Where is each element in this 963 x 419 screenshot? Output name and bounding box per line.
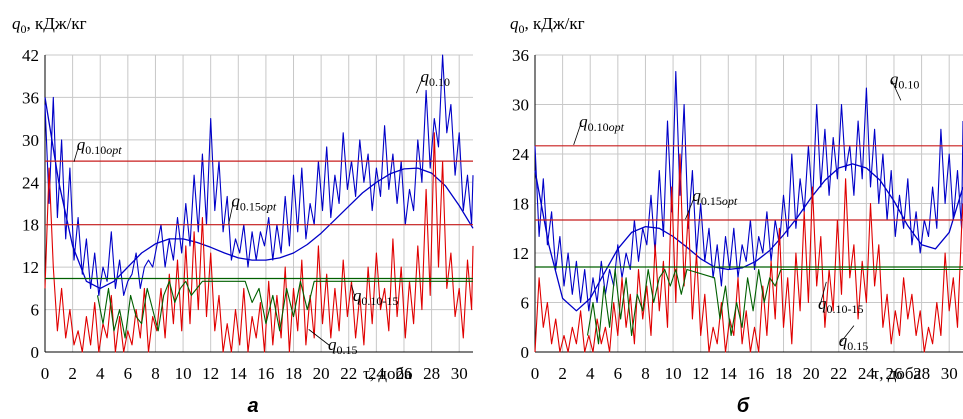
y-tick-label: 36 [22, 88, 39, 107]
series-annotation: q0.10-15 [818, 294, 864, 316]
annotation-leader [351, 284, 356, 298]
series-annotation: q0.15 [328, 335, 358, 357]
annotation-leader [308, 329, 331, 347]
y-tick-label: 6 [521, 294, 530, 313]
x-tick-label: 28 [913, 364, 930, 383]
annotation-leader [685, 196, 695, 220]
x-tick-label: 14 [230, 364, 248, 383]
series-annotation: q0.10 [421, 67, 451, 89]
x-tick-label: 22 [830, 364, 847, 383]
x-tick-label: 6 [124, 364, 133, 383]
x-tick-label: 14 [720, 364, 738, 383]
annotation-leader [228, 202, 234, 225]
series-line-1 [534, 70, 963, 312]
series-line-4 [586, 268, 963, 345]
x-tick-label: 16 [257, 364, 274, 383]
y-tick-label: 0 [31, 343, 40, 362]
x-tick-label: 28 [423, 364, 440, 383]
series-annotation: q0.15opt [692, 186, 738, 208]
panel-caption: а [247, 395, 258, 417]
annotation-leader [416, 77, 423, 94]
series-line-1 [44, 54, 474, 296]
y-tick-label: 12 [512, 244, 529, 263]
x-tick-label: 24 [858, 364, 876, 383]
x-tick-label: 30 [451, 364, 468, 383]
x-tick-label: 20 [803, 364, 820, 383]
x-tick-label: 4 [586, 364, 595, 383]
series-line-4 [96, 280, 473, 339]
y-tick-label: 36 [512, 46, 529, 65]
x-tick-label: 18 [285, 364, 302, 383]
x-axis-title: τ, доба [872, 364, 921, 383]
x-tick-label: 8 [151, 364, 160, 383]
series-annotation: q0.10-15 [353, 286, 399, 308]
y-tick-label: 18 [22, 216, 39, 235]
series-annotation: q0.15opt [231, 191, 276, 213]
x-tick-label: 30 [941, 364, 958, 383]
series-annotation: q0.10opt [579, 112, 625, 134]
annotation-leader [73, 145, 80, 162]
x-tick-label: 8 [641, 364, 650, 383]
y-tick-label: 24 [22, 173, 40, 192]
y-tick-label: 0 [521, 343, 530, 362]
series-annotation: q0.10 [890, 70, 920, 92]
annotation-leader [819, 281, 827, 306]
x-tick-label: 10 [175, 364, 192, 383]
y-tick-label: 42 [22, 46, 39, 65]
y-tick-label: 30 [22, 131, 39, 150]
y-tick-label: 12 [22, 258, 39, 277]
x-tick-label: 24 [368, 364, 386, 383]
x-axis-title: τ, доба [363, 364, 412, 383]
annotation-leader [840, 325, 855, 343]
x-tick-label: 0 [41, 364, 50, 383]
x-tick-label: 4 [96, 364, 105, 383]
x-tick-label: 26 [885, 364, 902, 383]
x-tick-label: 2 [558, 364, 567, 383]
y-tick-label: 24 [512, 145, 530, 164]
x-tick-label: 6 [614, 364, 623, 383]
x-tick-label: 12 [692, 364, 709, 383]
x-tick-label: 20 [313, 364, 330, 383]
x-tick-label: 2 [68, 364, 77, 383]
series-annotation: q0.15 [839, 331, 869, 353]
annotation-leader [891, 80, 902, 101]
series-line-3 [534, 153, 963, 353]
y-axis-title: q0, кДж/кг [12, 14, 87, 36]
series-line-2 [534, 163, 963, 312]
y-tick-label: 30 [512, 96, 529, 115]
x-tick-label: 16 [747, 364, 764, 383]
y-tick-label: 6 [31, 301, 40, 320]
x-tick-label: 18 [775, 364, 792, 383]
annotation-leader [573, 122, 582, 146]
panel-caption: б [737, 395, 750, 417]
series-annotation: q0.10opt [77, 135, 123, 157]
x-tick-label: 12 [202, 364, 219, 383]
y-tick-label: 18 [512, 195, 529, 214]
x-tick-label: 10 [665, 364, 682, 383]
x-tick-label: 0 [531, 364, 540, 383]
series-line-3 [44, 132, 474, 353]
y-axis-title: q0, кДж/кг [510, 14, 585, 36]
x-tick-label: 26 [395, 364, 412, 383]
x-tick-label: 22 [340, 364, 357, 383]
